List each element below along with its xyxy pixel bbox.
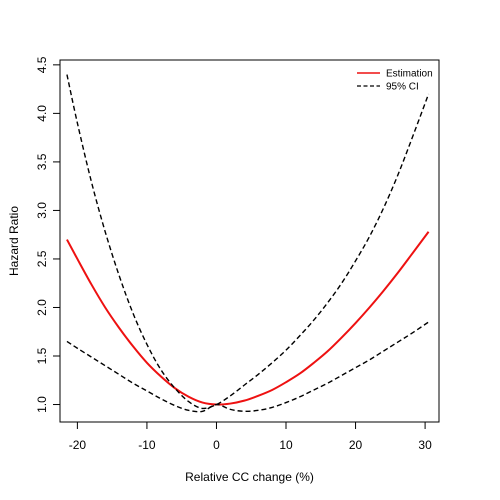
x-tick-label: 0 xyxy=(213,438,220,452)
y-tick-label: 3.5 xyxy=(35,153,49,170)
estimation-line xyxy=(66,231,430,406)
x-tick-label: -20 xyxy=(69,438,87,452)
x-axis-label: Relative CC change (%) xyxy=(185,470,314,484)
y-tick-label: 1.0 xyxy=(35,396,49,413)
x-tick-label: 30 xyxy=(418,438,432,452)
y-axis-label: Hazard Ratio xyxy=(7,206,21,276)
y-axis: 1.0 1.5 2.0 2.5 3.0 3.5 4.0 4.5 xyxy=(35,56,60,413)
x-tick-label: 20 xyxy=(349,438,363,452)
legend: Estimation 95% CI xyxy=(357,69,433,93)
legend-label: 95% CI xyxy=(386,82,419,93)
y-tick-label: 4.5 xyxy=(35,56,49,73)
plot-frame xyxy=(59,59,440,423)
y-tick-label: 4.0 xyxy=(35,105,49,122)
ci-lower-line xyxy=(66,321,429,413)
y-tick-label: 2.5 xyxy=(35,250,49,267)
series-layer xyxy=(66,74,430,413)
legend-label: Estimation xyxy=(386,69,433,80)
y-tick-label: 3.0 xyxy=(35,202,49,219)
x-axis: -20 -10 0 10 20 30 xyxy=(69,422,432,452)
ci-upper-line xyxy=(66,74,430,410)
x-tick-label: 10 xyxy=(279,438,293,452)
x-tick-label: -10 xyxy=(138,438,156,452)
y-tick-label: 1.5 xyxy=(35,347,49,364)
y-tick-label: 2.0 xyxy=(35,299,49,316)
